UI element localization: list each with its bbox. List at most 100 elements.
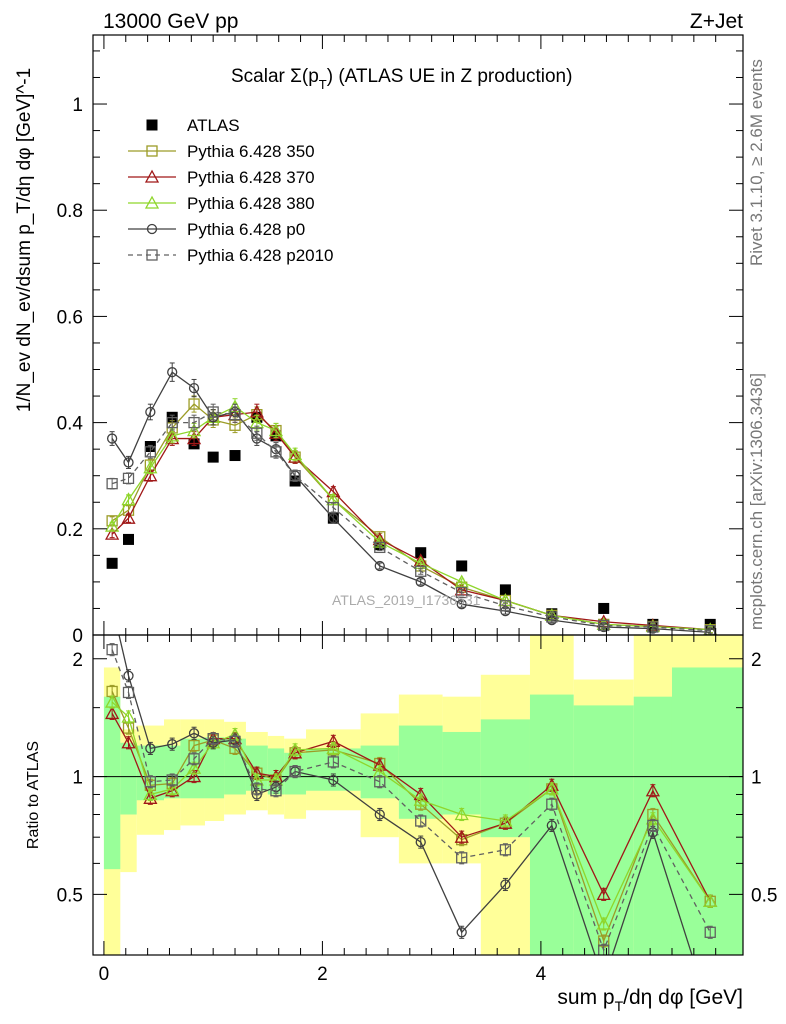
legend-label: Pythia 6.428 380 (187, 194, 315, 213)
main-y-axis-label: 1/N_ev dN_ev/dsum p_T/dη dφ [GeV]^-1 (14, 68, 35, 412)
data-point (498, 815, 513, 829)
green-band-bin (120, 742, 137, 815)
data-point (106, 433, 118, 444)
ratio-tick-label: 2 (72, 650, 83, 671)
ratio-uncertainty-bands (103, 635, 743, 955)
ratio-tick-label: 1 (72, 768, 83, 789)
data-point (106, 478, 118, 490)
data-point (546, 820, 557, 831)
series-pythia-6-428-380 (105, 694, 718, 931)
data-point (105, 526, 120, 540)
legend-entry: Pythia 6.428 380 (128, 194, 315, 213)
data-point (288, 745, 303, 759)
data-point (598, 944, 610, 955)
data-point (500, 879, 511, 890)
data-point (415, 547, 427, 559)
axis-ticks: 0 0.2 0.4 0.6 0.8 1 0 2 4 0.5 0.5 1 1 2 2 (57, 35, 777, 985)
data-point (456, 852, 468, 864)
data-point (374, 809, 385, 820)
data-point (122, 472, 135, 485)
data-point (105, 706, 120, 720)
data-point (599, 977, 608, 986)
data-point (165, 428, 180, 442)
data-point (270, 446, 282, 458)
plot-frames (92, 34, 744, 956)
data-point (456, 599, 467, 610)
data-point (415, 576, 426, 588)
data-point (374, 541, 386, 554)
data-point (146, 249, 158, 261)
data-point (165, 781, 180, 795)
data-point (326, 741, 341, 755)
legend-entry: Pythia 6.428 p0 (128, 220, 305, 239)
data-point (327, 501, 339, 514)
mcplots-credit-text: mcplots.cern.ch [arXiv:1306.3436] (747, 373, 766, 630)
data-point (229, 450, 241, 462)
data-point (499, 600, 512, 612)
legend-label: Pythia 6.428 p2010 (187, 246, 334, 265)
data-point (544, 781, 559, 795)
data-point (146, 223, 158, 235)
data-point (207, 732, 219, 745)
data-point (123, 533, 135, 545)
ratio-tick-label-right: 0.5 (751, 885, 777, 906)
data-point (289, 470, 301, 482)
data-point (121, 709, 136, 723)
data-point (647, 819, 659, 832)
data-point (188, 739, 200, 752)
data-point (144, 195, 160, 209)
x-axis-label: sum pT/dη dφ [GeV] (557, 986, 743, 1014)
y-tick-label: 0.2 (57, 520, 83, 541)
data-point (288, 449, 303, 463)
data-point (229, 408, 241, 421)
data-point (166, 416, 178, 429)
data-point (188, 416, 200, 429)
legend-entry: ATLAS (146, 116, 240, 135)
data-point (546, 798, 558, 810)
ratio-tick-label-right: 1 (751, 768, 762, 789)
data-point (145, 743, 156, 754)
data-point (229, 735, 241, 748)
data-point (167, 367, 178, 378)
data-point (328, 774, 339, 786)
ratio-y-axis-label: Ratio to ATLAS (25, 741, 42, 849)
data-point (499, 844, 512, 856)
data-point (186, 431, 202, 445)
data-point (454, 807, 469, 821)
y-tick-label: 0.8 (57, 201, 83, 222)
data-point (207, 406, 219, 418)
data-point (121, 735, 136, 749)
data-point (188, 382, 200, 394)
data-point (108, 601, 117, 610)
data-point (123, 457, 134, 468)
main-plot-series (105, 362, 718, 635)
data-point (327, 756, 339, 768)
data-point (143, 468, 158, 482)
header-right: Z+Jet (690, 10, 743, 33)
data-point (106, 557, 118, 569)
data-point (121, 510, 136, 524)
data-point (268, 423, 284, 437)
green-band-bin (442, 731, 481, 815)
data-point (456, 927, 467, 938)
data-point (596, 916, 611, 930)
series-pythia-6-428-p2010 (106, 403, 716, 635)
data-point (143, 787, 158, 801)
data-point (288, 742, 303, 756)
data-point (106, 644, 118, 656)
ratio-plot-frame (92, 634, 744, 956)
data-point (456, 586, 468, 599)
data-point (186, 769, 202, 783)
data-point (186, 423, 202, 437)
data-point (703, 893, 718, 907)
ratio-tick-label-right: 2 (751, 650, 762, 671)
data-point (123, 670, 134, 681)
x-tick-label: 0 (99, 964, 110, 985)
data-point (415, 836, 426, 848)
data-point (146, 119, 158, 131)
data-point (186, 760, 202, 774)
x-tick-label: 4 (536, 964, 547, 985)
chart-title: Scalar Σ(pT) (ATLAS UE in Z production) (231, 66, 572, 92)
legend: ATLAS Pythia 6.428 350 Pythia 6.428 370 Pyt… (128, 116, 334, 265)
